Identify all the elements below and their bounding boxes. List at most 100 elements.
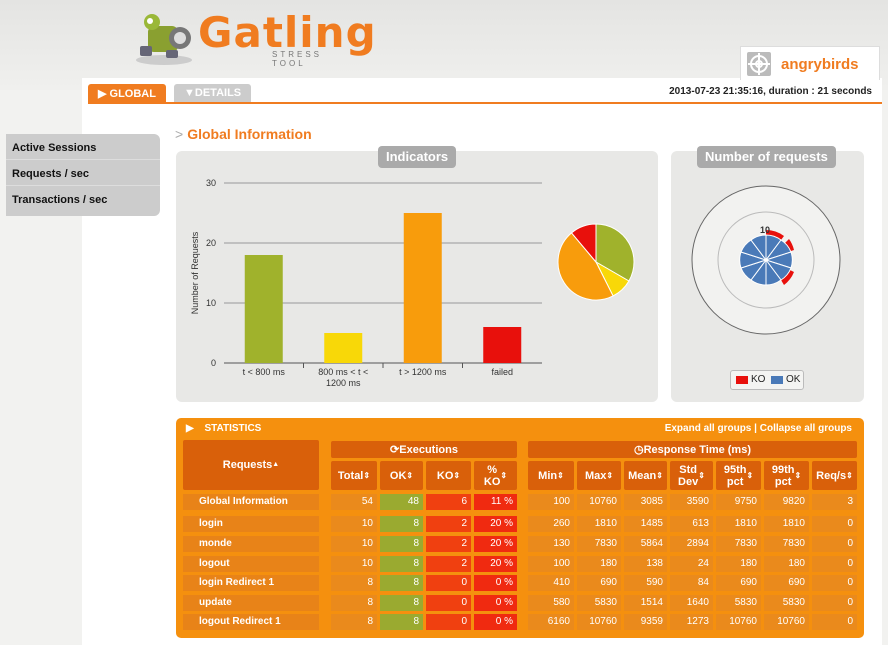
simulation-badge: angrybirds — [740, 46, 880, 80]
table-cell: 138 — [624, 556, 667, 572]
table-cell: 590 — [624, 575, 667, 591]
tab-global[interactable]: ▶ GLOBAL — [88, 84, 166, 102]
sort-icon: ⇕ — [794, 470, 802, 480]
table-cell: 5830 — [577, 595, 621, 611]
column-header-label: Mean — [628, 469, 657, 482]
table-cell: 580 — [528, 595, 574, 611]
sort-icon: ⇕ — [406, 470, 414, 480]
table-cell: 0 — [426, 614, 471, 630]
x-tick-label: 800 ms < t < — [318, 367, 368, 377]
table-cell: 10 — [331, 516, 377, 532]
table-cell: 3590 — [670, 494, 713, 510]
simulation-name: angrybirds — [781, 56, 859, 73]
gatling-mascot-icon — [136, 14, 192, 65]
table-cell: 0 % — [474, 595, 517, 611]
sidebar-item-requests-sec[interactable]: Requests / sec — [6, 160, 160, 186]
table-cell: 10760 — [716, 614, 761, 630]
requests-column-header[interactable]: Requests ▲ — [183, 440, 319, 490]
column-header[interactable]: OK ⇕ — [380, 461, 423, 490]
legend-ko-swatch[interactable] — [736, 376, 748, 384]
tab-global-label: GLOBAL — [109, 88, 156, 100]
table-cell: 5864 — [624, 536, 667, 552]
sort-icon: ⇕ — [656, 470, 663, 480]
table-cell: 20 % — [474, 516, 517, 532]
column-header-label: Max — [584, 469, 607, 482]
table-cell: 2 — [426, 516, 471, 532]
table-cell: 100 — [528, 556, 574, 572]
table-cell: 7830 — [764, 536, 809, 552]
target-icon — [747, 52, 771, 76]
pie-slice — [570, 223, 597, 264]
column-header-label: % KO — [483, 463, 501, 488]
table-row-name[interactable]: login Redirect 1 — [183, 575, 319, 591]
y-axis-label: Number of Requests — [190, 231, 200, 314]
legend-ok-swatch[interactable] — [771, 376, 783, 384]
table-cell: 0 — [812, 595, 857, 611]
logo-subtitle: STRESS TOOL — [272, 50, 323, 68]
column-header[interactable]: Std Dev ⇕ — [670, 461, 713, 490]
triangle-right-icon: ▶ — [98, 88, 107, 100]
table-cell: 2 — [426, 536, 471, 552]
column-header[interactable]: Req/s ⇕ — [812, 461, 857, 490]
table-cell: 8 — [331, 595, 377, 611]
statistics-title: STATISTICS — [204, 423, 262, 434]
section-title-text: Global Information — [187, 126, 312, 142]
column-header[interactable]: Min ⇕ — [528, 461, 574, 490]
y-tick-label: 20 — [206, 238, 216, 248]
table-cell: 54 — [331, 494, 377, 510]
collapse-all-groups-link[interactable]: Collapse all groups — [759, 423, 852, 434]
tab-underline — [88, 102, 882, 104]
refresh-icon: ⟳ — [390, 443, 400, 456]
x-tick-label: t < 800 ms — [243, 367, 286, 377]
pie-slice — [557, 232, 614, 301]
table-row-name[interactable]: logout Redirect 1 — [183, 614, 319, 630]
column-header-label: Total — [337, 469, 364, 482]
requests-panel: Number of requests 10 — [671, 146, 864, 402]
column-header[interactable]: % KO ⇕ — [474, 461, 517, 490]
sidebar-item-transactions-sec[interactable]: Transactions / sec — [12, 194, 108, 206]
table-row-name[interactable]: Global Information — [183, 494, 319, 510]
column-header[interactable]: Max ⇕ — [577, 461, 621, 490]
table-cell: 1273 — [670, 614, 713, 630]
table-cell: 10760 — [577, 614, 621, 630]
radar-ok-wedges — [739, 234, 793, 286]
table-cell: 9750 — [716, 494, 761, 510]
table-cell: 10 — [331, 536, 377, 552]
sidebar-item-active-sessions[interactable]: Active Sessions — [6, 134, 160, 160]
y-tick-label: 30 — [206, 178, 216, 188]
table-row-name[interactable]: monde — [183, 536, 319, 552]
requests-radar-chart: 10 — [691, 185, 841, 335]
table-cell: 260 — [528, 516, 574, 532]
column-header[interactable]: KO ⇕ — [426, 461, 471, 490]
statistics-toggle[interactable]: ▶ STATISTICS — [186, 423, 261, 434]
section-title: > Global Information — [175, 126, 312, 142]
logo-title: Gatling — [198, 8, 377, 57]
y-tick-label: 0 — [211, 358, 216, 368]
tab-details-label: DETAILS — [194, 87, 242, 99]
legend-ko-label[interactable]: KO — [751, 374, 766, 385]
column-header[interactable]: 95th pct ⇕ — [716, 461, 761, 490]
tab-details[interactable]: ▼DETAILS — [174, 84, 252, 102]
triangle-right-icon: ▶ — [186, 423, 194, 434]
table-cell: 84 — [670, 575, 713, 591]
requests-legend: KO OK — [730, 370, 804, 390]
column-header[interactable]: Total ⇕ — [331, 461, 377, 490]
table-cell: 1810 — [764, 516, 809, 532]
response-time-group-label: Response Time (ms) — [643, 443, 751, 456]
table-cell: 8 — [331, 614, 377, 630]
table-cell: 1485 — [624, 516, 667, 532]
statistics-panel: ▶ STATISTICS Expand all groups | Collaps… — [176, 418, 864, 638]
column-header[interactable]: 99th pct ⇕ — [764, 461, 809, 490]
table-cell: 8 — [380, 536, 423, 552]
x-tick-label: failed — [491, 367, 513, 377]
expand-all-groups-link[interactable]: Expand all groups — [664, 423, 752, 434]
column-header-label: Req/s — [816, 469, 847, 482]
column-header[interactable]: Mean ⇕ — [624, 461, 667, 490]
table-cell: 2894 — [670, 536, 713, 552]
table-row-name[interactable]: logout — [183, 556, 319, 572]
table-row-name[interactable]: login — [183, 516, 319, 532]
column-header-label: 99th pct — [771, 463, 795, 488]
table-row-name[interactable]: update — [183, 595, 319, 611]
legend-ok-label[interactable]: OK — [786, 374, 801, 385]
table-cell: 0 — [812, 536, 857, 552]
